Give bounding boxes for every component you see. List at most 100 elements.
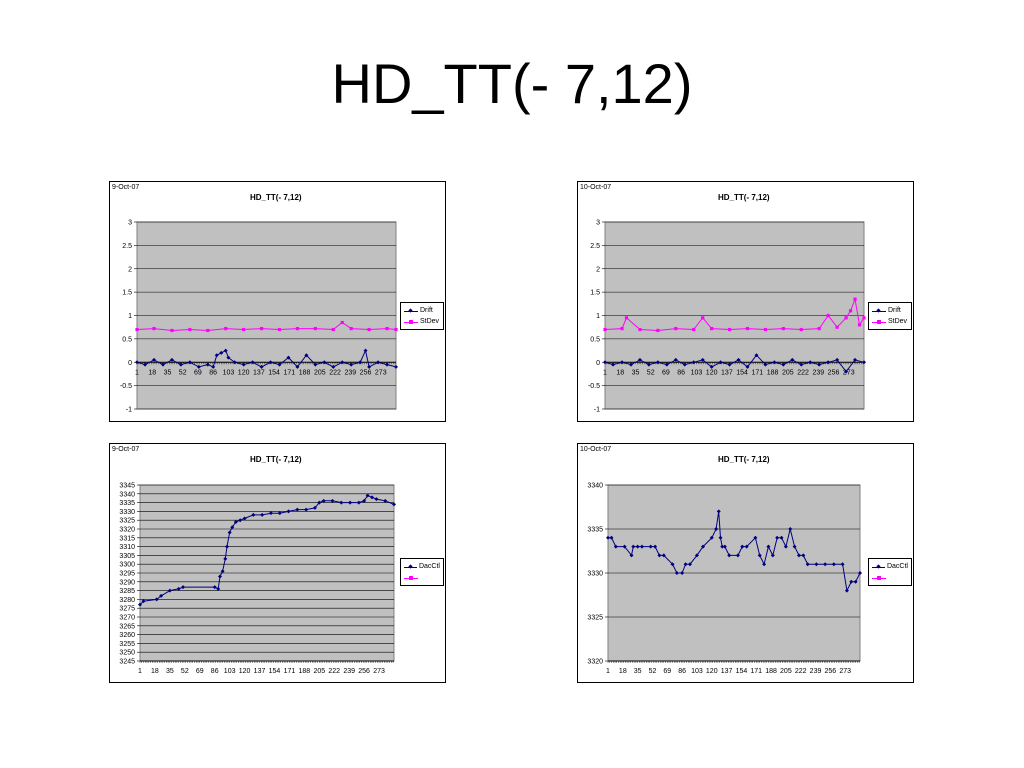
x-tick-label: 52 xyxy=(647,369,655,376)
legend-marker-icon xyxy=(872,319,886,325)
data-point xyxy=(735,553,740,558)
data-point xyxy=(313,326,317,331)
data-point xyxy=(331,327,335,332)
x-tick-label: 154 xyxy=(736,369,748,376)
chart-date: 10-Oct-07 xyxy=(580,184,612,191)
y-tick-label: 3335 xyxy=(119,500,135,507)
legend-marker-icon xyxy=(404,575,418,581)
x-tick-label: 18 xyxy=(616,369,624,376)
x-tick-label: 188 xyxy=(765,668,777,675)
data-point xyxy=(792,544,797,549)
data-point xyxy=(694,553,699,558)
y-tick-label: 3340 xyxy=(119,491,135,498)
data-point xyxy=(853,297,857,301)
data-point xyxy=(219,350,224,355)
data-point xyxy=(141,599,146,604)
data-point xyxy=(656,328,660,333)
data-point xyxy=(624,316,629,320)
data-point xyxy=(620,360,625,365)
data-point xyxy=(224,326,228,331)
chart-title: HD_TT(- 7,12) xyxy=(250,193,302,202)
data-point xyxy=(339,500,344,505)
y-tick-label: 3275 xyxy=(119,606,135,613)
data-point xyxy=(394,327,398,332)
y-tick-label: 0 xyxy=(596,360,600,367)
legend-item-dacctl: DacCtl xyxy=(404,561,440,572)
data-point xyxy=(682,362,687,367)
x-tick-label: 86 xyxy=(677,369,685,376)
data-point xyxy=(242,327,246,332)
y-tick-label: 3285 xyxy=(119,588,135,595)
data-point xyxy=(674,326,678,331)
data-point xyxy=(635,544,640,549)
y-tick-label: 3300 xyxy=(119,562,135,569)
y-tick-label: 3330 xyxy=(119,509,135,516)
data-point xyxy=(817,326,821,331)
data-point xyxy=(374,497,379,502)
data-point xyxy=(169,357,174,362)
data-point xyxy=(744,544,749,549)
data-point xyxy=(691,360,696,365)
data-point xyxy=(385,326,389,331)
data-point xyxy=(775,535,780,540)
legend-item-drift: Drift xyxy=(404,305,440,316)
data-point xyxy=(159,593,164,598)
chart-legend: DacCtl xyxy=(868,558,912,586)
data-point xyxy=(763,362,768,367)
data-point xyxy=(628,362,633,367)
chart-svg: -1-0.500.511.522.531 18 35 52 69 86 103 120 137 1… xyxy=(588,220,866,414)
data-point xyxy=(317,500,322,505)
x-tick-label: 35 xyxy=(166,668,174,675)
data-point xyxy=(358,360,363,365)
data-point xyxy=(674,571,679,575)
data-point xyxy=(223,556,228,561)
legend-item-stdev: StDev xyxy=(872,316,908,327)
data-point xyxy=(853,357,858,362)
data-point xyxy=(783,544,788,549)
data-point xyxy=(613,544,618,549)
y-tick-label: -1 xyxy=(594,407,600,414)
data-point xyxy=(220,569,225,574)
x-tick-label: 239 xyxy=(343,668,355,675)
legend-marker-icon xyxy=(404,564,417,570)
data-point xyxy=(250,360,255,365)
data-point xyxy=(603,327,607,332)
x-tick-label: 273 xyxy=(843,369,855,376)
x-tick-label: 52 xyxy=(179,369,187,376)
data-point xyxy=(781,326,785,331)
x-tick-label: 18 xyxy=(619,668,627,675)
x-tick-label: 1 xyxy=(603,369,607,376)
data-point xyxy=(259,364,264,369)
data-point xyxy=(312,505,317,510)
x-tick-label: 18 xyxy=(151,668,159,675)
data-point xyxy=(673,357,678,362)
data-point xyxy=(295,326,300,331)
x-tick-label: 1 xyxy=(135,369,139,376)
x-tick-label: 256 xyxy=(360,369,372,376)
legend-label: StDev xyxy=(888,318,908,325)
data-point xyxy=(167,588,172,593)
data-point xyxy=(799,362,804,367)
legend-item-dacctl: DacCtl xyxy=(872,561,908,572)
y-tick-label: 3265 xyxy=(119,623,135,630)
data-point xyxy=(817,362,822,367)
data-point xyxy=(692,327,696,332)
data-point xyxy=(259,326,264,331)
y-tick-label: 2.5 xyxy=(122,243,132,250)
x-tick-label: 171 xyxy=(284,668,296,675)
chart-panel-drift-9oct: -1 -0.5 0 0.5 1 1.5 2 2.5 3 1 18 35 52 69 86 103 120 137 1… xyxy=(109,181,446,422)
data-point xyxy=(670,562,675,567)
data-point xyxy=(268,511,273,516)
data-point xyxy=(799,327,803,332)
data-point xyxy=(286,355,291,360)
data-point xyxy=(788,527,793,531)
data-point xyxy=(779,535,784,540)
data-point xyxy=(606,535,610,540)
data-point xyxy=(687,562,692,567)
data-point xyxy=(260,512,265,517)
x-tick-label: 1 xyxy=(606,668,610,675)
data-point xyxy=(753,535,758,540)
x-tick-label: 171 xyxy=(752,369,764,376)
slide-title: HD_TT(- 7,12) xyxy=(331,52,693,115)
